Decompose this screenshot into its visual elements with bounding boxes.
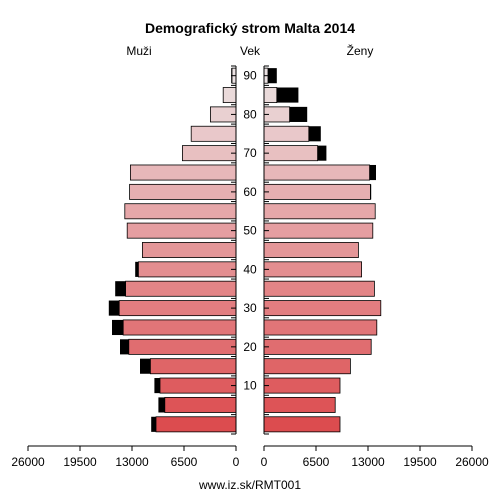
women-bar-35-39: [263, 280, 375, 297]
y-tick-label-40: 40: [243, 262, 257, 276]
men-bar-10-14: [159, 377, 237, 394]
men-bar-75-79: [190, 125, 237, 142]
women-bar-0-4: [263, 416, 341, 433]
men-excess-0-4: [151, 416, 156, 432]
center-label-age: Vek: [240, 44, 261, 58]
y-tick-label-70: 70: [243, 146, 257, 160]
women-excess-70-74: [317, 145, 327, 161]
y-tick-label-50: 50: [243, 224, 257, 238]
men-excess-35-39: [115, 281, 126, 297]
y-tick-label-30: 30: [243, 301, 257, 315]
y-tick-label-80: 80: [243, 107, 257, 121]
men-bar-85-89: [222, 87, 237, 104]
y-tick-label-20: 20: [243, 340, 257, 354]
women-bar-45-49: [263, 242, 359, 258]
x-tick-label-right: 6500: [303, 455, 330, 469]
men-excess-30-34: [108, 300, 120, 316]
men-excess-15-19: [140, 358, 151, 374]
women-bar-50-54: [263, 222, 374, 239]
footer-source: www.iz.sk/RMT001: [198, 478, 301, 492]
women-bar-25-29: [263, 319, 378, 336]
x-tick-label-left: 13000: [115, 455, 149, 469]
x-tick-label-left: 19500: [63, 455, 97, 469]
x-tick-label-left: 26000: [11, 455, 45, 469]
men-bars: [108, 67, 237, 433]
right-label-women: Ženy: [347, 43, 374, 58]
y-tick-label-90: 90: [243, 69, 257, 83]
men-bar-15-19: [149, 358, 237, 375]
men-excess-5-9: [158, 397, 165, 413]
women-bar-20-24: [263, 338, 372, 355]
men-bar-30-34: [118, 300, 237, 317]
women-excess-65-69: [369, 164, 376, 181]
y-tick-label-60: 60: [243, 185, 257, 199]
women-bars: [263, 67, 382, 433]
left-label-men: Muži: [126, 44, 151, 58]
men-excess-20-24: [120, 339, 129, 355]
men-excess-40-44: [135, 261, 139, 277]
men-bar-0-4: [155, 416, 237, 433]
women-excess-80-84: [289, 106, 308, 122]
women-excess-90+: [268, 68, 277, 84]
men-bar-65-69: [129, 164, 237, 181]
men-bar-40-44: [137, 261, 237, 278]
x-tick-label-right: 0: [261, 455, 268, 469]
men-excess-25-29: [112, 319, 124, 336]
women-bar-10-14: [263, 377, 341, 394]
men-bar-55-59: [124, 203, 237, 220]
x-tick-label-left: 6500: [171, 455, 198, 469]
men-bar-25-29: [122, 319, 237, 336]
chart-title: Demografický strom Malta 2014: [145, 20, 355, 36]
women-excess-85-89: [276, 87, 299, 103]
women-bar-75-79: [263, 125, 310, 142]
women-bar-15-19: [263, 358, 351, 375]
women-bar-55-59: [263, 203, 376, 220]
men-bar-20-24: [128, 338, 237, 355]
axes: 10 20 30 40 50 60 70 80 90 26000 19500 13000 6500 0 0 6…: [11, 65, 489, 469]
men-bar-5-9: [164, 396, 237, 413]
men-bar-70-74: [181, 145, 237, 162]
x-tick-label-right: 13000: [351, 455, 385, 469]
women-bar-70-74: [263, 145, 318, 162]
women-bar-60-64: [263, 183, 371, 200]
women-bar-40-44: [263, 261, 362, 278]
men-bar-35-39: [125, 280, 237, 297]
women-bar-85-89: [263, 87, 278, 104]
x-tick-label-right: 19500: [403, 455, 437, 469]
women-bar-5-9: [263, 396, 336, 413]
women-bar-30-34: [263, 300, 382, 317]
women-excess-75-79: [308, 126, 321, 142]
women-excess-60-64: [370, 184, 372, 200]
y-tick-label-10: 10: [243, 379, 257, 393]
men-excess-10-14: [154, 378, 160, 394]
x-tick-label-right: 26000: [455, 455, 489, 469]
men-bar-60-64: [129, 183, 237, 200]
men-bar-45-49: [141, 242, 237, 258]
x-tick-label-left: 0: [233, 455, 240, 469]
women-bar-65-69: [263, 164, 370, 181]
men-bar-50-54: [126, 222, 237, 239]
